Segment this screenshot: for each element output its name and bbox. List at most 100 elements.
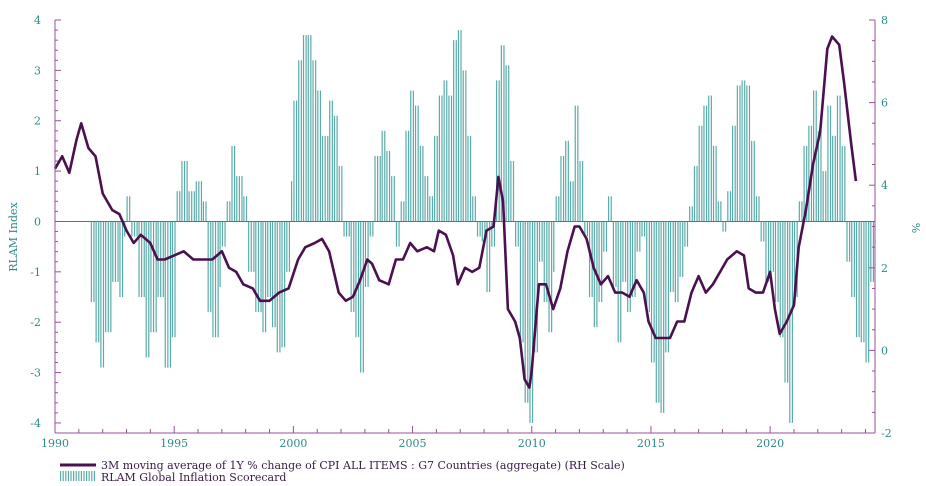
scorecard-bar bbox=[620, 221, 622, 343]
scorecard-bar bbox=[405, 130, 407, 222]
scorecard-bar bbox=[465, 70, 467, 222]
scorecard-bar bbox=[312, 60, 314, 222]
scorecard-bar bbox=[510, 161, 512, 222]
scorecard-bar bbox=[684, 221, 686, 247]
scorecard-bar bbox=[551, 221, 553, 333]
scorecard-bar bbox=[377, 155, 379, 222]
scorecard-bar bbox=[767, 221, 770, 282]
scorecard-bar bbox=[386, 150, 388, 222]
scorecard-bar bbox=[493, 221, 496, 247]
scorecard-bar bbox=[336, 115, 338, 222]
scorecard-bar bbox=[141, 221, 143, 298]
right-tick-label: 0 bbox=[881, 344, 888, 357]
scorecard-bar bbox=[627, 221, 629, 313]
scorecard-bar bbox=[474, 196, 476, 222]
scorecard-bar bbox=[367, 221, 369, 287]
scorecard-bar bbox=[758, 196, 760, 222]
scorecard-bar bbox=[438, 95, 440, 222]
scorecard-bar bbox=[696, 166, 698, 222]
scorecard-bar bbox=[817, 130, 819, 222]
scorecard-bar bbox=[746, 85, 748, 222]
scorecard-bar bbox=[286, 221, 288, 272]
scorecard-bar bbox=[138, 221, 140, 298]
scorecard-bar bbox=[751, 140, 753, 222]
scorecard-bar bbox=[164, 221, 166, 368]
scorecard-bar bbox=[722, 221, 724, 232]
scorecard-bar bbox=[793, 221, 796, 298]
scorecard-bar bbox=[631, 221, 634, 298]
scorecard-bar bbox=[279, 221, 281, 353]
scorecard-bar bbox=[770, 221, 772, 272]
cpi-line-series bbox=[53, 35, 858, 389]
scorecard-bar bbox=[572, 181, 574, 222]
scorecard-bar bbox=[562, 155, 565, 222]
right-tick-label: -2 bbox=[881, 427, 892, 440]
scorecard-bar bbox=[763, 221, 765, 242]
scorecard-bar bbox=[195, 181, 197, 222]
legend-bar-stripe bbox=[62, 471, 64, 481]
scorecard-bar bbox=[429, 196, 431, 222]
scorecard-bar bbox=[348, 221, 350, 237]
scorecard-bar bbox=[772, 221, 774, 272]
scorecard-bar bbox=[808, 125, 810, 222]
right-tick-label: 2 bbox=[881, 262, 888, 275]
scorecard-bar bbox=[460, 30, 462, 222]
scorecard-bar bbox=[250, 221, 252, 272]
scorecard-bar bbox=[417, 105, 419, 222]
scorecard-bar bbox=[264, 221, 267, 333]
scorecard-bar bbox=[102, 221, 105, 368]
scorecard-bar bbox=[212, 221, 214, 338]
scorecard-bar bbox=[693, 166, 696, 222]
scorecard-bar bbox=[171, 221, 173, 338]
scorecard-bar bbox=[517, 221, 519, 247]
scorecard-bar bbox=[260, 221, 262, 313]
scorecard-bar bbox=[725, 221, 727, 232]
scorecard-bar bbox=[267, 221, 269, 298]
scorecard-bar bbox=[410, 90, 412, 222]
scorecard-bar bbox=[131, 221, 133, 237]
scorecard-bar bbox=[601, 221, 603, 303]
scorecard-bar bbox=[205, 201, 207, 222]
scorecard-bar bbox=[441, 95, 443, 222]
scorecard-bar bbox=[400, 201, 402, 222]
scorecard-bar bbox=[253, 221, 255, 272]
scorecard-bar bbox=[362, 221, 364, 373]
scorecard-bar bbox=[198, 181, 200, 222]
x-tick-label: 2005 bbox=[399, 437, 427, 450]
scorecard-bar bbox=[243, 196, 245, 222]
scorecard-bar bbox=[148, 221, 150, 358]
scorecard-bar bbox=[739, 85, 741, 222]
scorecard-bar bbox=[117, 221, 119, 282]
scorecard-bar bbox=[529, 221, 531, 423]
scorecard-bar bbox=[708, 95, 710, 222]
x-tick-label: 2010 bbox=[518, 437, 546, 450]
scorecard-bar bbox=[806, 145, 808, 222]
scorecard-bar bbox=[414, 105, 417, 222]
scorecard-bar bbox=[698, 125, 700, 222]
scorecard-bar bbox=[860, 221, 862, 343]
scorecard-bar bbox=[129, 196, 131, 222]
scorecard-bar bbox=[167, 221, 169, 368]
scorecard-bar bbox=[667, 221, 670, 353]
legend-bar-stripe bbox=[73, 471, 75, 481]
scorecard-bar bbox=[829, 105, 832, 222]
scorecard-bars bbox=[90, 30, 875, 423]
scorecard-bar bbox=[350, 221, 352, 313]
scorecard-bar bbox=[717, 201, 719, 222]
scorecard-bar bbox=[584, 221, 586, 237]
scorecard-bar bbox=[779, 221, 781, 338]
scorecard-bar bbox=[636, 221, 638, 252]
scorecard-bar bbox=[655, 221, 657, 403]
scorecard-bar bbox=[489, 221, 491, 292]
scorecard-bar bbox=[677, 221, 679, 303]
scorecard-bar bbox=[346, 221, 348, 237]
scorecard-bar bbox=[531, 221, 534, 423]
scorecard-bar bbox=[663, 221, 665, 413]
scorecard-bar bbox=[381, 130, 383, 222]
scorecard-bar bbox=[522, 221, 524, 343]
legend-bar-swatch bbox=[60, 471, 95, 481]
scorecard-bar bbox=[288, 221, 291, 272]
left-tick-label: 1 bbox=[34, 165, 41, 178]
scorecard-bar bbox=[210, 221, 212, 313]
scorecard-bar bbox=[727, 191, 729, 222]
